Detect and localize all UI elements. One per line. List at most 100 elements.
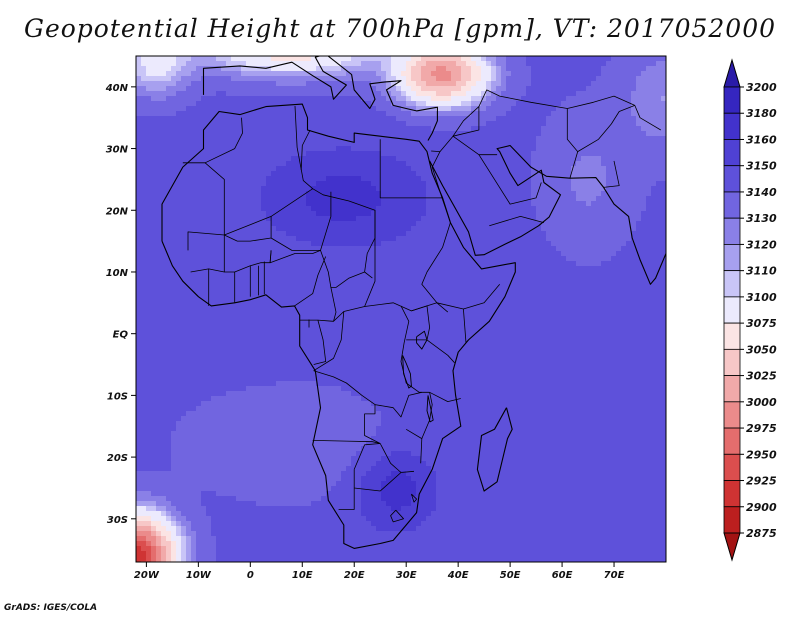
country-border — [300, 129, 311, 171]
country-border — [269, 250, 321, 264]
country-border — [406, 305, 431, 341]
colorbar-label: 2925 — [746, 475, 777, 488]
colorbar-label: 3180 — [746, 107, 777, 120]
country-border — [489, 215, 545, 227]
colorbar-segment — [723, 191, 741, 219]
colorbar-segment — [723, 112, 741, 140]
height-field — [136, 56, 666, 562]
lake-outline — [416, 330, 428, 350]
country-border — [330, 287, 337, 322]
colorbar-label: 3075 — [746, 317, 777, 330]
colorbar-label: 2975 — [746, 422, 777, 435]
lat-tick-label: EQ — [113, 330, 129, 341]
grads-credit: GrADS: IGES/COLA — [4, 603, 98, 613]
lon-tick-label: 50E — [500, 570, 521, 581]
lon-tick-label: 60E — [552, 570, 573, 581]
country-border — [452, 106, 480, 137]
colorbar-segment — [723, 296, 741, 324]
arabia-coastline — [429, 144, 666, 285]
lon-tick-label: 10W — [186, 570, 212, 581]
country-border — [463, 284, 501, 310]
country-border — [312, 440, 381, 444]
colorbar-top-arrow — [723, 58, 741, 88]
country-border — [379, 443, 415, 473]
country-border — [411, 493, 418, 503]
country-border — [426, 339, 455, 363]
lake-outline — [426, 395, 434, 423]
country-border — [364, 210, 376, 279]
country-border — [390, 509, 405, 523]
country-border — [577, 105, 635, 152]
country-border — [224, 216, 272, 242]
colorbar-label: 3000 — [746, 396, 777, 409]
lon-tick-label: 10E — [292, 570, 313, 581]
colorbar-label: 3200 — [746, 81, 777, 94]
colorbar-label: 3050 — [746, 343, 777, 356]
lat-tick-label: 30N — [106, 145, 129, 156]
country-border — [567, 95, 635, 109]
colorbar-segment — [723, 453, 741, 481]
lon-tick-label: 70E — [604, 570, 625, 581]
colorbar-segment — [723, 244, 741, 272]
colorbar-label: 3120 — [746, 238, 777, 251]
country-border — [353, 443, 381, 470]
country-border — [379, 139, 442, 199]
country-border — [421, 392, 433, 439]
colorbar-segment — [723, 139, 741, 167]
lon-tick-label: 20W — [134, 570, 160, 581]
lon-tick-label: 40E — [447, 570, 469, 581]
colorbar-label: 3110 — [746, 265, 777, 278]
lat-tick-label: 20S — [107, 453, 128, 464]
colorbar-segment — [723, 375, 741, 403]
country-border — [431, 151, 443, 199]
country-border — [354, 472, 402, 492]
colorbar-label: 2950 — [746, 448, 777, 461]
lat-tick-label: 10S — [107, 391, 128, 402]
colorbar-segment — [723, 401, 741, 429]
lon-tick-label: 0 — [247, 570, 254, 581]
madagascar-coastline — [476, 407, 513, 492]
colorbar-label: 2875 — [746, 527, 777, 540]
country-border — [320, 191, 365, 288]
axis-ticks: 20W 10W 0 10E 20E 30E 40E 50E 60E 70E 40N 30N 20N 10N… — [105, 83, 625, 581]
lon-tick-label: 20E — [344, 570, 365, 581]
country-border — [269, 250, 272, 263]
lat-tick-label: 20N — [106, 206, 129, 217]
colorbar: 3200 3180 3160 3150 3140 3130 3120 3110 3100 3075… — [723, 58, 777, 562]
country-border — [405, 428, 423, 464]
country-border — [478, 154, 542, 205]
lat-tick-label: 30S — [107, 515, 128, 526]
country-border — [364, 210, 449, 313]
colorbar-segment — [723, 480, 741, 508]
coastlines-and-borders — [161, 56, 666, 549]
colorbar-segment — [723, 165, 741, 193]
colorbar-segment — [723, 427, 741, 455]
colorbar-bottom-arrow — [723, 532, 741, 562]
country-border — [421, 197, 451, 304]
colorbar-label: 3025 — [746, 370, 777, 383]
colorbar-segment — [723, 86, 741, 114]
country-border — [429, 391, 461, 403]
country-border — [634, 105, 662, 131]
country-border — [338, 469, 355, 510]
colorbar-label: 3160 — [746, 133, 777, 146]
country-border — [294, 256, 327, 307]
country-border — [294, 105, 313, 190]
country-border — [603, 160, 620, 188]
lon-tick-label: 30E — [396, 570, 417, 581]
country-border — [374, 391, 422, 418]
lat-tick-label: 10N — [106, 268, 129, 279]
colorbar-segment — [723, 348, 741, 376]
country-border — [566, 108, 579, 179]
country-border — [478, 89, 568, 109]
country-border — [313, 311, 345, 372]
country-border — [204, 162, 376, 236]
lat-tick-label: 40N — [105, 83, 129, 94]
mediterranean-north-coast — [202, 56, 438, 141]
colorbar-segment — [723, 270, 741, 298]
colorbar-label: 3150 — [746, 160, 777, 173]
colorbar-label: 3130 — [746, 212, 777, 225]
colorbar-segment — [723, 217, 741, 245]
colorbar-segment — [723, 506, 741, 534]
